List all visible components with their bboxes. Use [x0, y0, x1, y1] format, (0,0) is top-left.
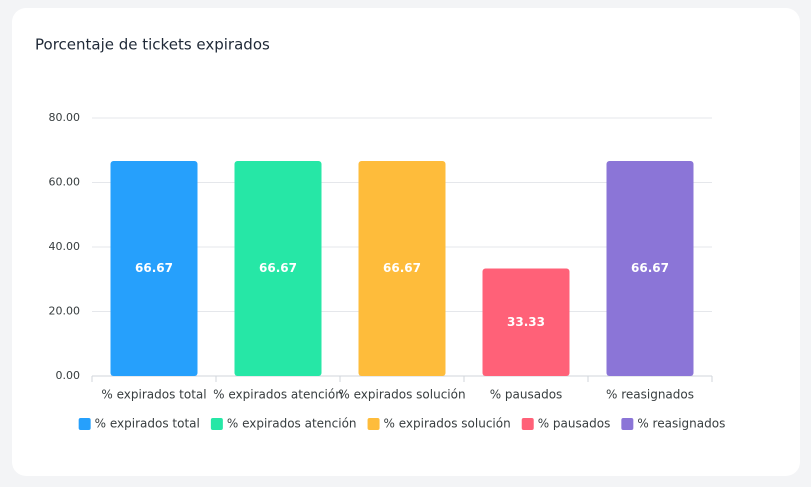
bar: [110, 160, 198, 376]
legend-swatch: [521, 418, 534, 430]
legend-label: % expirados atención: [227, 417, 357, 431]
legend-swatch: [367, 418, 380, 430]
y-tick-label: 80.00: [49, 111, 81, 124]
legend-swatch: [210, 418, 223, 430]
x-tick-label: % expirados total: [101, 388, 206, 402]
value-label: 66.67: [259, 261, 297, 275]
chart-title: Porcentaje de tickets expirados: [35, 36, 270, 54]
y-tick-label: 0.00: [56, 369, 81, 382]
x-tick-label: % expirados solución: [338, 388, 465, 402]
value-label: 66.67: [383, 261, 421, 275]
legend-label: % reasignados: [637, 417, 725, 431]
bar: [482, 268, 570, 376]
value-label: 66.67: [631, 261, 669, 275]
value-label: 66.67: [135, 261, 173, 275]
x-tick-label: % expirados atención: [213, 388, 343, 402]
value-label: 33.33: [507, 315, 545, 329]
bar: [606, 160, 694, 376]
y-tick-label: 20.00: [49, 305, 81, 318]
x-tick-label: % reasignados: [606, 388, 694, 402]
x-tick-label: % pausados: [490, 388, 563, 402]
legend-label: % expirados total: [95, 417, 200, 431]
bar: [234, 160, 322, 376]
y-tick-label: 40.00: [49, 240, 81, 253]
legend-label: % expirados solución: [384, 417, 511, 431]
legend-swatch: [621, 418, 634, 430]
y-tick-label: 60.00: [49, 176, 81, 189]
bar: [358, 160, 446, 376]
legend-swatch: [78, 418, 91, 430]
legend-label: % pausados: [538, 417, 611, 431]
